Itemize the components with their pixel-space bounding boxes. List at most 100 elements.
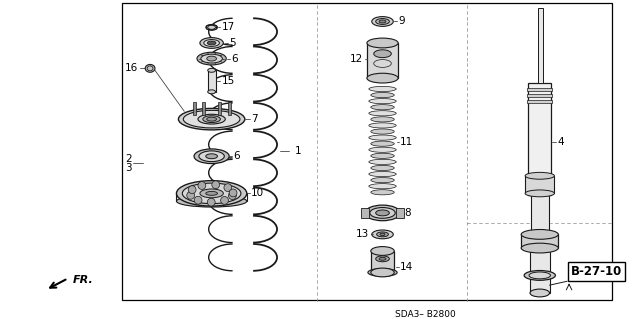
Ellipse shape [182,183,241,204]
Ellipse shape [369,147,396,152]
Ellipse shape [205,154,218,159]
Ellipse shape [200,189,223,198]
Text: 11: 11 [400,137,413,147]
Ellipse shape [369,99,396,104]
Text: 2: 2 [125,154,132,164]
Ellipse shape [371,247,394,256]
Circle shape [212,181,220,189]
Bar [530,248,550,293]
Ellipse shape [367,38,398,48]
Ellipse shape [371,129,394,134]
Ellipse shape [204,40,220,46]
Ellipse shape [208,90,216,94]
Ellipse shape [205,191,218,195]
Text: 14: 14 [400,262,413,271]
Text: 10: 10 [251,189,264,198]
Bar [531,195,548,234]
Ellipse shape [376,19,389,25]
Ellipse shape [377,232,388,237]
Ellipse shape [525,172,554,179]
Ellipse shape [521,229,558,239]
Ellipse shape [369,123,396,128]
Ellipse shape [199,151,224,162]
Ellipse shape [370,208,396,218]
Ellipse shape [369,86,396,92]
Ellipse shape [207,56,216,61]
Ellipse shape [371,105,394,110]
Bar [371,251,394,272]
Bar [122,3,612,300]
Text: 7: 7 [251,114,257,124]
Ellipse shape [179,108,245,130]
Ellipse shape [525,190,554,197]
Text: 12: 12 [349,54,363,63]
Circle shape [221,197,228,204]
Circle shape [229,189,237,197]
Ellipse shape [376,256,389,262]
Text: 9: 9 [398,17,404,26]
Bar [367,43,398,78]
Ellipse shape [145,64,155,72]
Ellipse shape [369,135,396,140]
Ellipse shape [177,195,247,207]
Bar [527,94,552,97]
Ellipse shape [369,172,396,177]
Bar [521,234,558,248]
Text: 4: 4 [557,137,564,147]
Ellipse shape [183,110,240,128]
Ellipse shape [367,73,398,83]
Ellipse shape [372,230,393,239]
Text: 1: 1 [294,146,301,156]
Bar [208,70,216,92]
Ellipse shape [205,25,218,30]
Text: 3: 3 [125,163,132,173]
Circle shape [188,186,196,194]
Text: 15: 15 [221,76,235,86]
Text: 13: 13 [356,229,369,239]
Ellipse shape [371,93,394,98]
Ellipse shape [371,178,394,183]
Bar [527,88,552,91]
Circle shape [198,182,206,189]
Bar [228,101,230,115]
Bar [202,101,205,115]
Circle shape [228,192,236,200]
Bar [528,83,552,195]
Ellipse shape [521,243,558,253]
Circle shape [187,191,195,199]
Text: SDA3– B2800: SDA3– B2800 [396,309,456,319]
Text: B-27-10: B-27-10 [571,265,622,278]
Ellipse shape [197,52,227,65]
Ellipse shape [374,50,391,58]
Text: FR.: FR. [73,275,93,285]
Bar [538,8,543,83]
Bar [527,100,552,102]
Ellipse shape [379,257,386,260]
Ellipse shape [371,117,394,122]
Ellipse shape [207,117,216,121]
Ellipse shape [208,68,216,72]
Bar [525,176,554,193]
Ellipse shape [371,190,394,195]
Ellipse shape [371,165,394,171]
Ellipse shape [369,184,396,189]
Ellipse shape [201,54,222,63]
Ellipse shape [368,269,397,276]
Text: 6: 6 [231,54,238,63]
Text: 8: 8 [404,208,411,218]
Ellipse shape [379,20,386,23]
Text: 5: 5 [229,38,236,48]
Bar [193,101,195,115]
Bar [396,208,404,218]
Ellipse shape [200,38,223,48]
Ellipse shape [194,149,229,164]
Text: 6: 6 [233,151,240,161]
Bar [361,208,369,218]
Ellipse shape [372,17,393,26]
Ellipse shape [530,289,550,297]
Text: 16: 16 [125,63,138,73]
Ellipse shape [380,233,385,236]
Text: 17: 17 [221,22,235,32]
Circle shape [207,198,215,206]
Ellipse shape [203,116,220,122]
